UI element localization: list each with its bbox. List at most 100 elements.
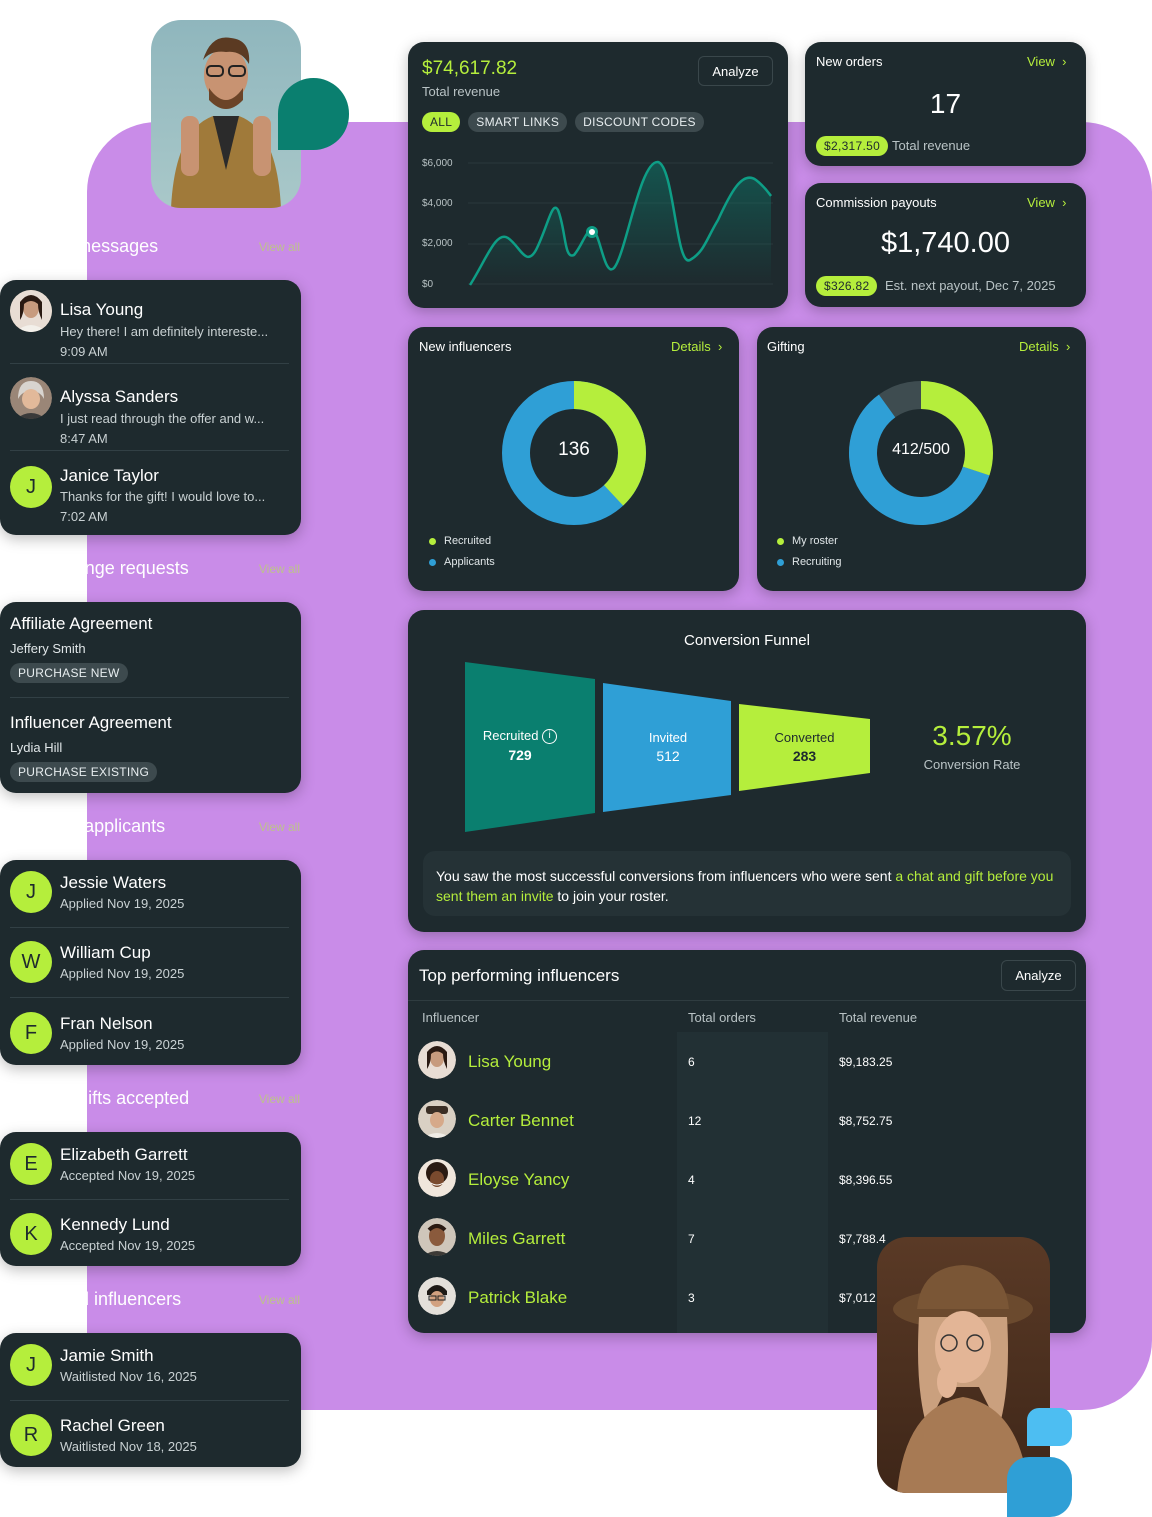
gift-name: Elizabeth Garrett: [60, 1145, 188, 1164]
new-influencers-donut: [502, 381, 646, 525]
waitlisted-date: Waitlisted Nov 16, 2025: [60, 1369, 197, 1384]
influencer-name[interactable]: Eloyse Yancy: [468, 1170, 570, 1189]
funnel-stage-invited: Invited 512: [604, 730, 732, 764]
applicant-date: Applied Nov 19, 2025: [60, 896, 185, 911]
divider: [10, 697, 289, 698]
applicants-card: J Jessie Waters Applied Nov 19, 2025 W W…: [0, 860, 301, 1065]
orders-column-bg: [677, 1032, 828, 1333]
orders-cell: 3: [688, 1291, 695, 1305]
blue-bubble-decoration: [1027, 1408, 1072, 1446]
funnel-value: 283: [792, 748, 817, 764]
new-influencers-details-link[interactable]: Details ›: [671, 339, 723, 354]
influencer-name[interactable]: Lisa Young: [468, 1052, 552, 1071]
table-row[interactable]: Eloyse Yancy 4 $8,396.55: [408, 1150, 1086, 1209]
applicant-item[interactable]: W William Cup Applied Nov 19, 2025: [10, 941, 289, 991]
orders-cell: 6: [688, 1055, 695, 1069]
revenue-cell: $7,012: [839, 1291, 876, 1305]
conversion-funnel-card: Conversion Funnel Recruited i 729 Invite…: [408, 610, 1086, 932]
influencer-name[interactable]: Miles Garrett: [468, 1229, 566, 1248]
table-row[interactable]: Carter Bennet 12 $8,752.75: [408, 1091, 1086, 1150]
table-row[interactable]: Lisa Young 6 $9,183.25: [408, 1032, 1086, 1091]
avatar: F: [10, 1012, 52, 1054]
column-header-influencer[interactable]: Influencer: [422, 1010, 480, 1025]
message-item[interactable]: J Janice Taylor Thanks for the gift! I w…: [10, 464, 289, 534]
filter-discount-codes[interactable]: DISCOUNT CODES: [575, 112, 704, 132]
applicant-item[interactable]: J Jessie Waters Applied Nov 19, 2025: [10, 871, 289, 921]
new-orders-view-link[interactable]: View ›: [1027, 54, 1067, 69]
revenue-cell: $8,396.55: [839, 1173, 893, 1187]
gift-name: Kennedy Lund: [60, 1215, 170, 1234]
analyze-influencers-button[interactable]: Analyze: [1001, 960, 1076, 991]
influencer-name[interactable]: Patrick Blake: [468, 1288, 568, 1307]
waitlisted-item[interactable]: R Rachel Green Waitlisted Nov 18, 2025: [10, 1414, 289, 1464]
new-influencers-title: New influencers: [419, 339, 512, 354]
section-title-gifts: 2 second gifts accepted View all: [0, 1088, 300, 1108]
revenue-card: $74,617.82 Total revenue Analyze ALL SMA…: [408, 42, 788, 308]
offer-person: Lydia Hill: [10, 740, 63, 755]
revenue-cell: $7,788.4: [839, 1232, 886, 1246]
offer-tag: PURCHASE EXISTING: [10, 762, 158, 782]
gifting-donut: [849, 381, 993, 525]
avatar: [418, 1100, 456, 1138]
applicant-item[interactable]: F Fran Nelson Applied Nov 19, 2025: [10, 1012, 289, 1062]
legend-recruited: Recruited: [429, 535, 491, 547]
top-influencers-title: Top performing influencers: [419, 966, 620, 985]
new-orders-badge-label: Total revenue: [892, 138, 971, 153]
insight-highlight: a chat and gift before you sent them an …: [436, 868, 1054, 904]
divider: [10, 1400, 289, 1401]
message-time: 7:02 AM: [60, 509, 108, 524]
revenue-amount: $74,617.82: [422, 58, 518, 79]
view-all-applicants-link[interactable]: View all: [258, 820, 300, 834]
avatar: [418, 1218, 456, 1256]
section-title-offer-requests: 2 offer change requests View all: [0, 558, 300, 578]
influencer-name[interactable]: Carter Bennet: [468, 1111, 574, 1130]
info-icon[interactable]: i: [542, 729, 558, 745]
analyze-revenue-button[interactable]: Analyze: [698, 56, 773, 86]
message-item[interactable]: Lisa Young Hey there! I am definitely in…: [10, 290, 289, 360]
table-row[interactable]: Miles Garrett 7 $7,788.4: [408, 1209, 1086, 1268]
divider: [10, 997, 289, 998]
avatar: K: [10, 1213, 52, 1255]
gift-item[interactable]: E Elizabeth Garrett Accepted Nov 19, 202…: [10, 1143, 289, 1193]
avatar: J: [10, 871, 52, 913]
legend-my-roster: My roster: [777, 535, 838, 547]
commission-view-link[interactable]: View ›: [1027, 195, 1067, 210]
commission-badge: $326.82: [816, 276, 878, 296]
view-all-messages-link[interactable]: View all: [258, 240, 300, 254]
y-tick: $4,000: [422, 198, 453, 209]
gifting-total: 412/500: [892, 441, 950, 458]
gift-date: Accepted Nov 19, 2025: [60, 1238, 196, 1253]
gifting-details-link[interactable]: Details ›: [1019, 339, 1071, 354]
column-header-revenue[interactable]: Total revenue: [839, 1010, 918, 1025]
teal-bubble-decoration: [278, 78, 349, 150]
avatar: [418, 1277, 456, 1315]
sender-name: Alyssa Sanders: [60, 387, 179, 406]
avatar: [418, 1159, 456, 1197]
new-influencers-card: New influencers Details › 136 Recruited …: [408, 327, 739, 591]
view-all-waitlisted-link[interactable]: View all: [258, 1293, 300, 1307]
avatar: J: [10, 466, 52, 508]
avatar: R: [10, 1414, 52, 1456]
waitlisted-name: Jamie Smith: [60, 1346, 154, 1365]
funnel-value: 729: [508, 747, 532, 764]
filter-smart-links[interactable]: SMART LINKS: [468, 112, 568, 132]
waitlisted-date: Waitlisted Nov 18, 2025: [60, 1439, 197, 1454]
gift-item[interactable]: K Kennedy Lund Accepted Nov 19, 2025: [10, 1213, 289, 1263]
offer-person: Jeffery Smith: [10, 641, 86, 656]
orders-cell: 7: [688, 1232, 695, 1246]
commission-card: Commission payouts View › $1,740.00 $326…: [805, 183, 1086, 307]
funnel-shapes: [465, 662, 870, 832]
table-row[interactable]: Patrick Blake 3 $7,012: [408, 1268, 1086, 1327]
message-item[interactable]: Alyssa Sanders I just read through the o…: [10, 377, 289, 447]
view-all-offers-link[interactable]: View all: [258, 562, 300, 576]
filter-all[interactable]: ALL: [422, 112, 461, 132]
applicant-date: Applied Nov 19, 2025: [60, 1037, 185, 1052]
legend-applicants: Applicants: [429, 556, 495, 568]
conversion-rate: 3.57%: [932, 720, 1012, 751]
waitlisted-item[interactable]: J Jamie Smith Waitlisted Nov 16, 2025: [10, 1344, 289, 1394]
avatar: E: [10, 1143, 52, 1185]
avatar: [10, 377, 52, 419]
section-title-applicants: 3 pending applicants View all: [0, 816, 300, 836]
column-header-orders[interactable]: Total orders: [688, 1010, 756, 1025]
view-all-gifts-link[interactable]: View all: [258, 1092, 300, 1106]
